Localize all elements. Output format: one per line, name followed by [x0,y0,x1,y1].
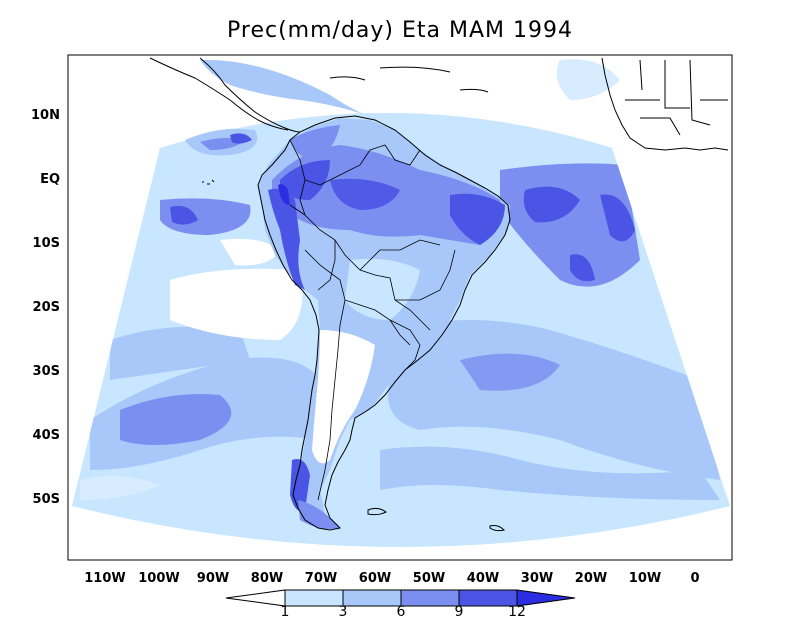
caribbean-islands [329,66,489,93]
central-america-coastline [199,57,301,133]
lat-label: EQ [40,172,60,187]
africa-coastline [601,57,729,151]
colorbar-label: 6 [396,604,406,620]
argentina-dry [312,330,375,464]
lon-label: 10W [628,571,662,586]
africa-borders [625,59,728,136]
precip-itcz-core [600,194,635,242]
andes-wet-strip [268,188,305,290]
lon-label: 30W [520,571,554,586]
colombia-wet [290,125,340,160]
lon-label: 70W [304,571,338,586]
lon-label: 110W [84,571,126,586]
coastlines [149,57,729,532]
colorbar-label: 3 [338,604,348,620]
lon-label: 60W [358,571,392,586]
falklands [367,507,387,516]
south-georgia [489,525,505,532]
patagonia-wet [290,459,310,511]
colorbar-bin [400,589,460,607]
precip-itcz-pacific-core [170,205,198,225]
lat-label: 10N [31,108,60,123]
lon-label: 0 [690,571,700,586]
colorbar [225,589,576,607]
colorbar-bin [284,589,344,607]
country-borders [289,139,456,501]
precip-band-high [120,394,232,445]
lat-label: 50S [32,492,60,507]
map-title: Prec(mm/day) Eta MAM 1994 [227,18,573,43]
central-america-coastline [149,57,289,131]
lat-label: 30S [32,364,60,379]
dry-tongue [220,238,280,266]
colorbar-label: 9 [454,604,464,620]
amazon-very-wet [330,178,400,210]
colorbar-label: 1 [280,604,290,620]
precip-band-mid [110,326,250,380]
precip-band-mid [380,446,720,500]
lat-label: 10S [32,236,60,251]
precip-band-high [460,353,560,391]
precip-itcz-core [570,254,595,282]
dry-patch [80,476,160,500]
colorbar-label: 12 [508,604,526,620]
lat-label: 20S [32,300,60,315]
colorbar-lower-extension [225,589,286,607]
lon-label: 90W [196,571,230,586]
dry-tongue [170,268,303,340]
chaco-light [345,258,420,320]
colorbar-upper-extension [516,589,576,607]
lon-label: 40W [466,571,500,586]
galapagos [202,179,215,185]
precip-itcz-core [523,186,580,223]
lon-label: 100W [138,571,180,586]
lat-label: 40S [32,428,60,443]
lon-label: 50W [412,571,446,586]
colorbar-bin [342,589,402,607]
andes-peak [278,184,290,205]
lon-label: 20W [574,571,608,586]
lon-label: 80W [250,571,284,586]
northeast-brazil-wet [450,193,505,245]
